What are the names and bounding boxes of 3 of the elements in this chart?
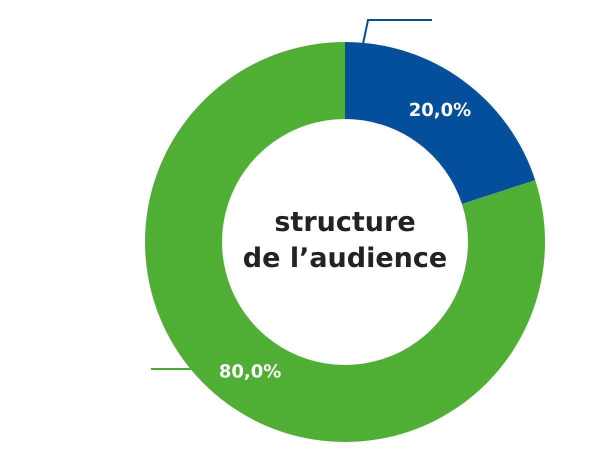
data-label: 80,0% (218, 361, 282, 382)
data-label: 20,0% (408, 100, 472, 122)
text: structure de l’audience (242, 207, 448, 274)
